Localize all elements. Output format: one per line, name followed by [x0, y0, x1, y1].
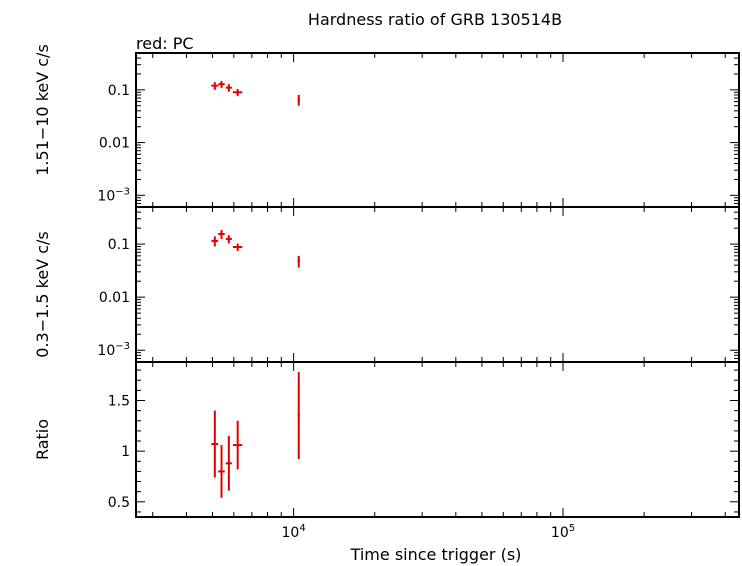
chart-title: Hardness ratio of GRB 130514B [308, 10, 562, 29]
x-tick-label: 105 [551, 523, 575, 541]
panel-frame-hard [135, 52, 740, 208]
y-tick-label: 0.1 [108, 237, 130, 253]
legend-note: red: PC [136, 34, 194, 53]
x-tick-label: 104 [282, 523, 306, 541]
y-axis-label-ratio: Ratio [33, 419, 52, 460]
panel-frame-soft [135, 206, 740, 363]
x-axis-label: Time since trigger (s) [350, 545, 522, 564]
y-tick-label: 1 [121, 444, 130, 460]
y-axis-label-soft: 0.3−1.5 keV c/s [33, 231, 52, 357]
y-tick-label: 0.01 [99, 136, 130, 152]
y-tick-label: 10−3 [97, 186, 130, 204]
y-tick-label: 10−3 [97, 341, 130, 359]
panel-frame-ratio [135, 361, 740, 518]
panels-group: 0.1 0.01 10−3 1.51−10 keV c/s 0.1 0.01 10−3 0.3… [33, 44, 740, 541]
y-axis-label-hard: 1.51−10 keV c/s [33, 44, 52, 176]
y-tick-label: 0.1 [108, 83, 130, 99]
y-tick-label: 1.5 [108, 393, 130, 409]
y-tick-label: 0.5 [108, 495, 130, 511]
y-tick-label: 0.01 [99, 290, 130, 306]
